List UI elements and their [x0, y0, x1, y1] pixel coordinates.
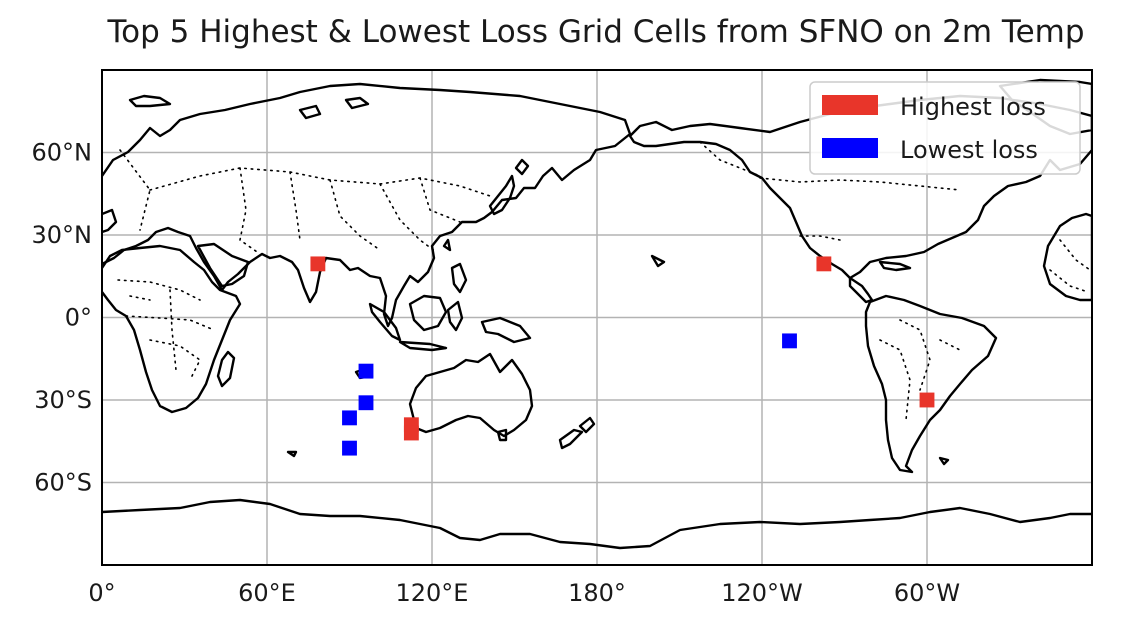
y-tick-labels: 60°N 30°N 0° 30°S 60°S [32, 139, 93, 497]
lowest-loss-cell [358, 395, 374, 411]
y-tick-label: 30°N [32, 221, 93, 249]
legend-swatch-lowest [822, 138, 878, 158]
x-tick-label: 180° [568, 579, 626, 607]
highest-loss-cells [310, 256, 935, 441]
legend-label-lowest: Lowest loss [900, 136, 1038, 164]
lowest-loss-cell [342, 410, 357, 426]
y-tick-label: 30°S [34, 386, 92, 414]
y-tick-label: 60°S [34, 469, 92, 497]
x-tick-label: 120°W [721, 579, 803, 607]
highest-loss-cell [919, 392, 935, 408]
x-tick-label: 60°W [894, 579, 960, 607]
legend: Highest loss Lowest loss [809, 81, 1081, 175]
highest-loss-cell [816, 256, 832, 272]
highest-loss-cell [310, 256, 326, 272]
y-tick-label: 60°N [32, 139, 93, 167]
legend-label-highest: Highest loss [900, 93, 1046, 121]
gridlines [102, 70, 1092, 565]
lowest-loss-cell [358, 363, 374, 379]
x-tick-label: 60°E [238, 579, 296, 607]
x-tick-labels: 0° 60°E 120°E 180° 120°W 60°W [88, 579, 960, 607]
lowest-loss-cells [342, 333, 797, 456]
lowest-loss-cell [342, 440, 357, 456]
map-frame [101, 69, 1093, 566]
x-tick-label: 120°E [396, 579, 469, 607]
legend-swatch-highest [822, 95, 878, 115]
y-tick-label: 0° [65, 304, 92, 332]
country-borders [117, 141, 1091, 421]
highest-loss-cell [403, 425, 419, 441]
x-tick-label: 0° [88, 579, 115, 607]
chart-title: Top 5 Highest & Lowest Loss Grid Cells f… [107, 14, 1085, 50]
lowest-loss-cell [782, 333, 797, 349]
